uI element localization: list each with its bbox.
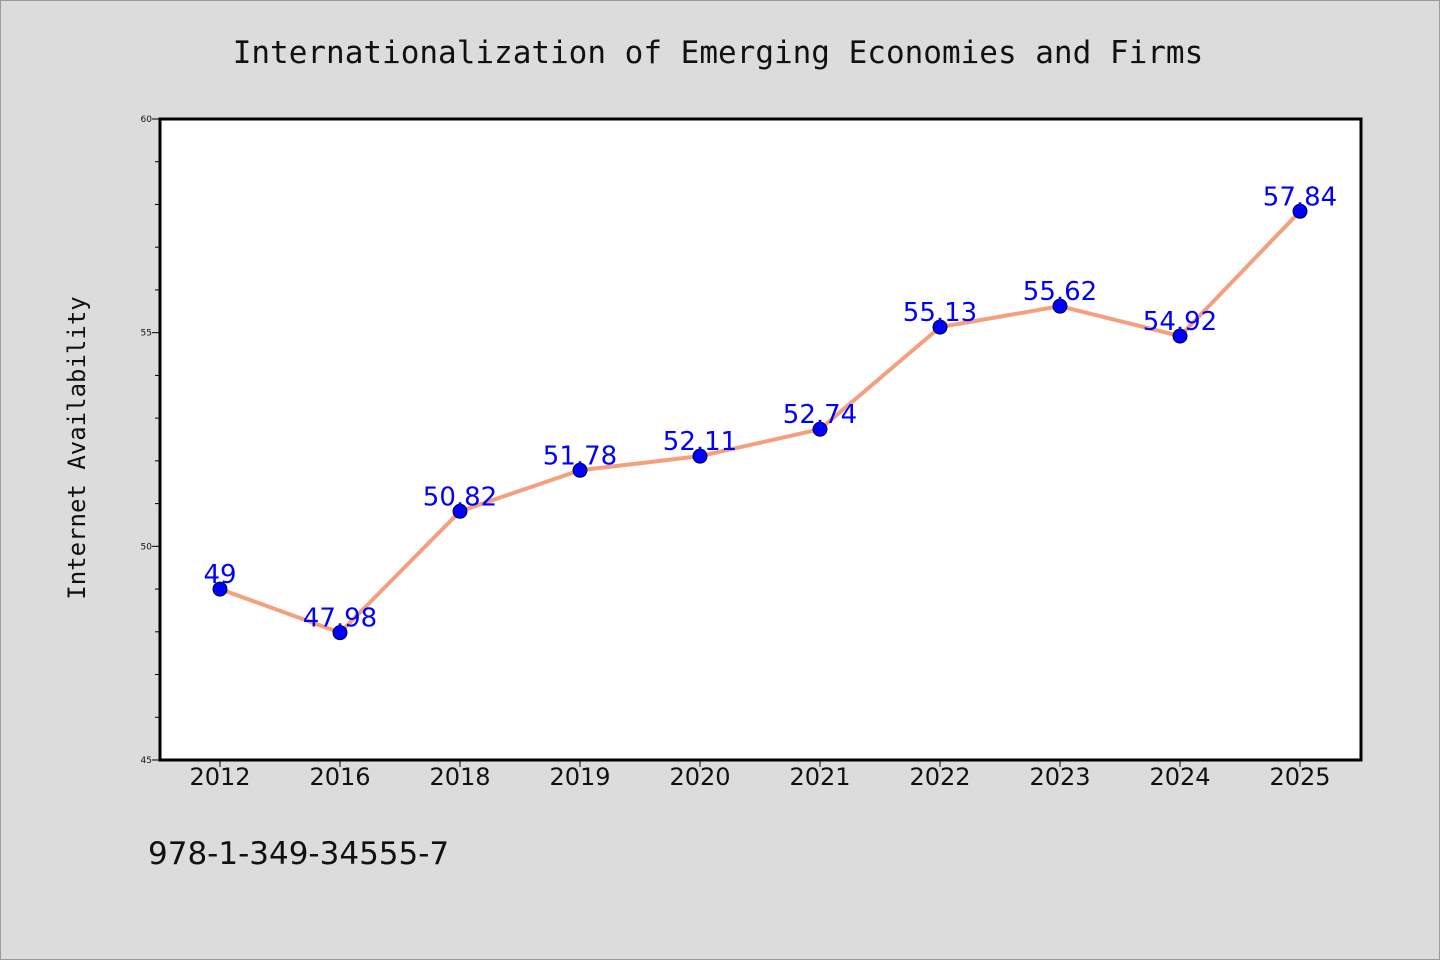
data-point (1172, 328, 1188, 344)
plot-area (158, 117, 1363, 762)
x-tick-label: 2012 (189, 763, 250, 791)
data-label: 57.84 (1263, 182, 1337, 212)
x-tick-label: 2021 (789, 763, 850, 791)
x-tick-label: 2020 (669, 763, 730, 791)
data-point (812, 421, 828, 437)
y-tick-label: 60 (141, 115, 153, 125)
x-tick-label: 2022 (909, 763, 970, 791)
data-point (572, 462, 588, 478)
y-tick-label: 55 (141, 329, 152, 339)
isbn-annotation: 978-1-349-34555-7 (148, 836, 449, 872)
data-point (452, 503, 468, 519)
x-tick-label: 2019 (549, 763, 610, 791)
data-label: 49 (203, 560, 236, 590)
data-point (332, 625, 348, 641)
series-line (212, 203, 1308, 641)
x-tick-label: 2016 (309, 763, 370, 791)
data-point (932, 319, 948, 335)
data-label: 47.98 (303, 604, 377, 634)
data-label: 50.82 (423, 482, 497, 512)
y-axis-label: Internet Availability (63, 296, 91, 599)
data-point (692, 448, 708, 464)
data-label: 54.92 (1143, 307, 1217, 337)
data-label: 55.13 (903, 298, 977, 328)
x-tick-label: 2018 (429, 763, 490, 791)
x-tick-label: 2023 (1029, 763, 1090, 791)
data-label: 55.62 (1023, 277, 1097, 307)
data-point (212, 581, 228, 597)
data-label: 52.74 (783, 400, 857, 430)
x-axis: 2012 2016 2018 2019 2020 2021 2022 2023 2024 2025 (189, 760, 1331, 791)
data-point (1052, 298, 1068, 314)
y-tick-label: 45 (141, 756, 152, 766)
x-tick-label: 2025 (1269, 763, 1330, 791)
y-tick-label: 50 (141, 542, 153, 552)
data-label: 51.78 (543, 441, 617, 471)
data-point (1292, 203, 1308, 219)
data-labels: 49 47.98 50.82 51.78 52.11 52.74 55.13 55.62 54.… (203, 182, 1337, 633)
data-label: 52.11 (663, 427, 737, 457)
chart-title: Internationalization of Emerging Economi… (233, 35, 1204, 71)
series-polyline (219, 209, 1302, 635)
y-axis: 45 50 55 60 (141, 115, 160, 766)
x-tick-label: 2024 (1149, 763, 1210, 791)
